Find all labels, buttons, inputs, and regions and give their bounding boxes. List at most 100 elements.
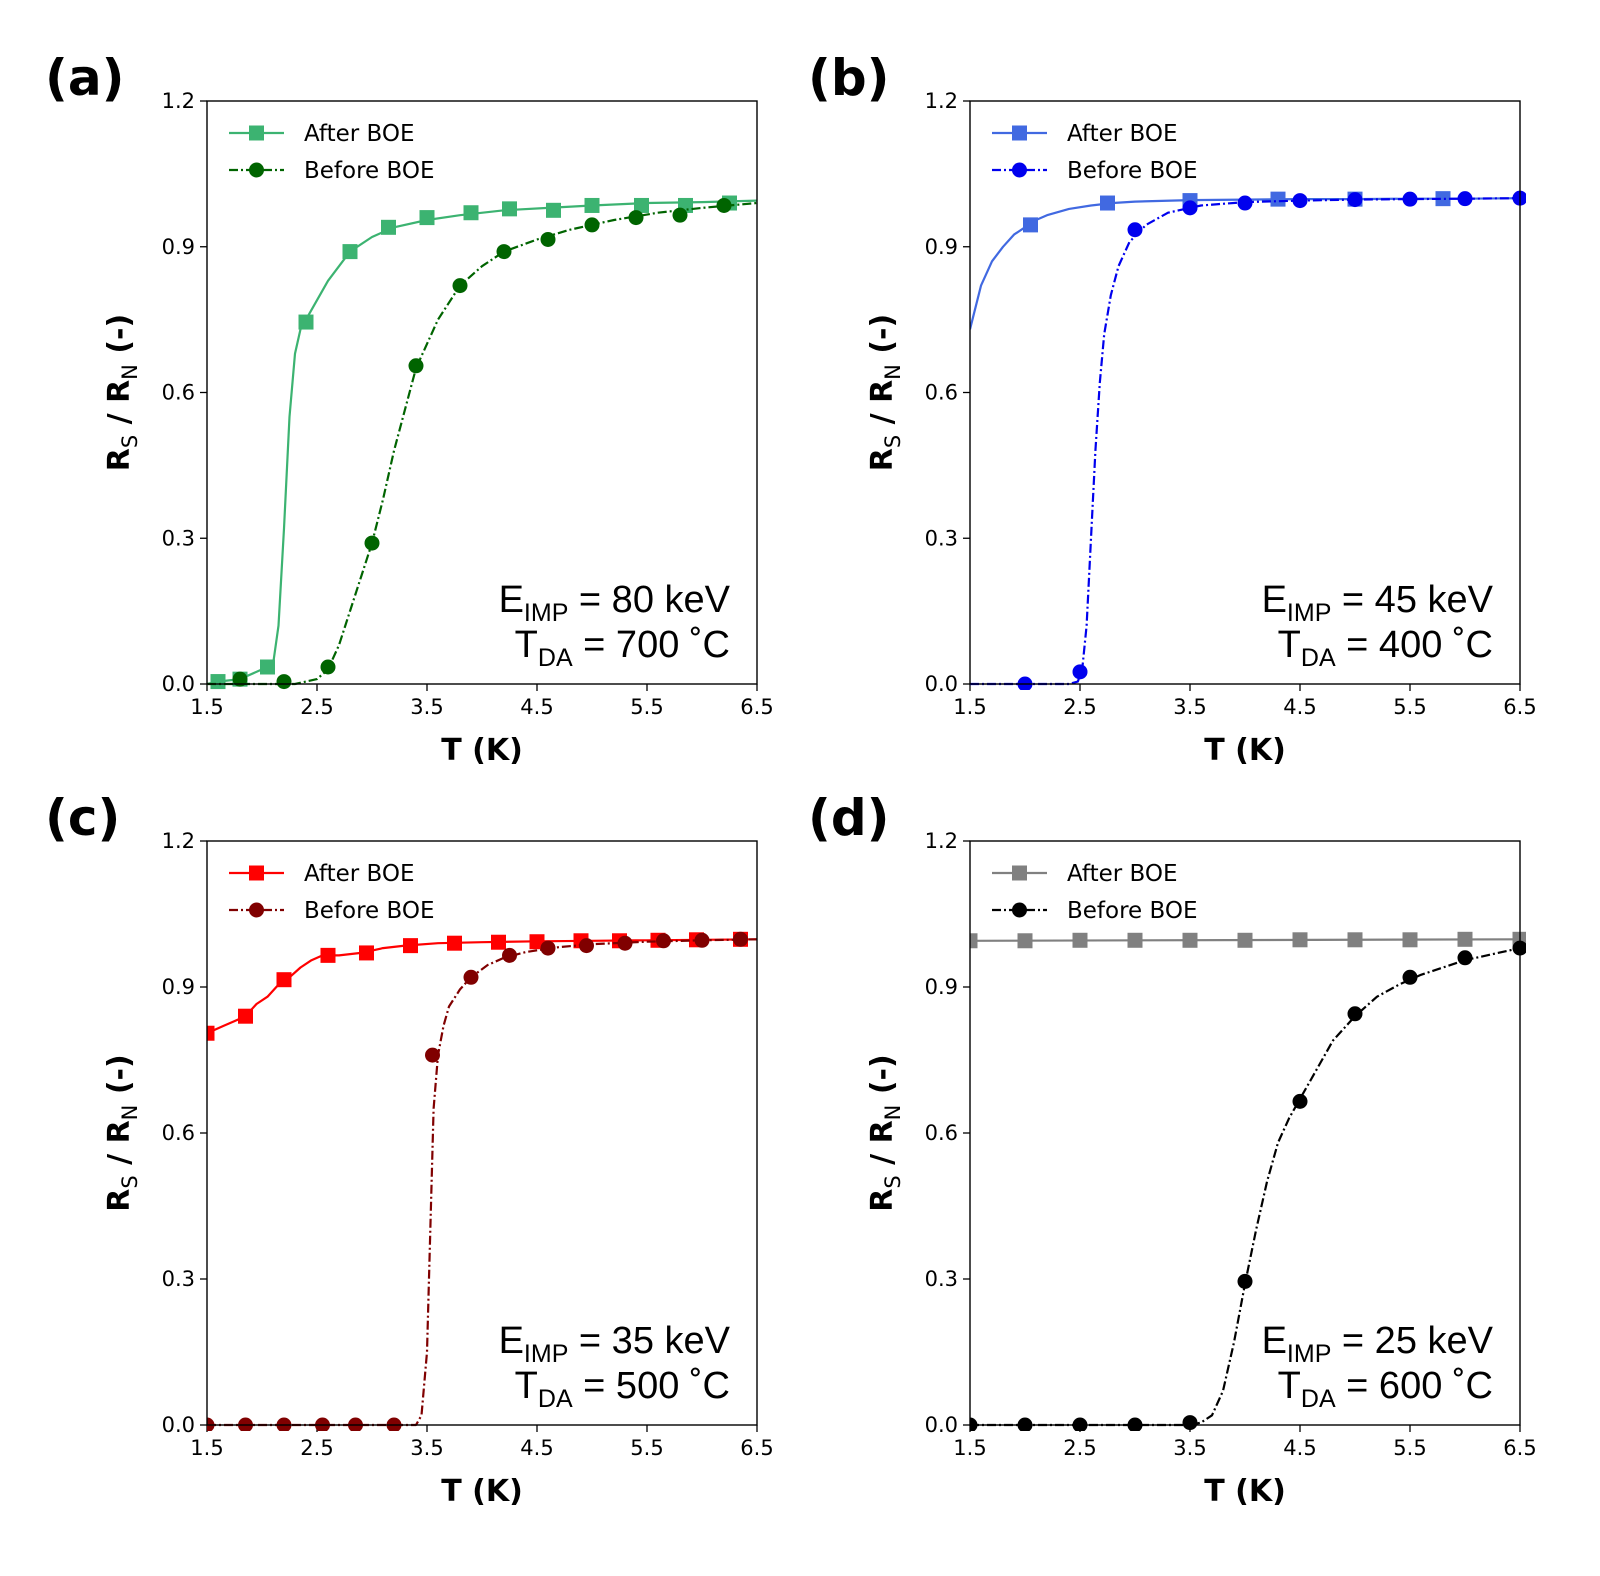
data-point-circle xyxy=(348,1417,363,1431)
annotation-main: T xyxy=(1278,624,1301,666)
x-tick-label: 5.5 xyxy=(630,1436,663,1460)
chart-panel-d: (d) 1.5 2.5 3.5 4.5 5.5 6.5 0.0 0.3 0.6 0.9 1.2 T (K… xyxy=(808,789,1537,1509)
y-tick-label: 0.9 xyxy=(925,975,958,999)
plot-area xyxy=(207,195,758,690)
data-point-circle xyxy=(425,1047,440,1063)
x-tick-label: 4.5 xyxy=(1283,695,1316,719)
y-axis-label-part: R xyxy=(865,1189,900,1212)
data-point-circle xyxy=(408,358,424,374)
x-tick-label: 2.5 xyxy=(300,695,333,719)
data-point-circle xyxy=(315,1417,330,1431)
data-point-circle xyxy=(1402,969,1418,985)
x-tick-label: 6.5 xyxy=(740,695,773,719)
data-point-square xyxy=(491,934,506,950)
data-point-square xyxy=(1100,195,1115,211)
y-axis-label-part: / xyxy=(102,403,137,435)
legend-marker-circle xyxy=(249,902,264,918)
y-axis-label-part: R xyxy=(102,380,137,403)
legend-label: After BOE xyxy=(304,861,415,887)
data-point-circle xyxy=(1402,191,1418,207)
data-point-circle xyxy=(584,217,600,233)
legend-label: Before BOE xyxy=(1067,898,1198,924)
data-point-square xyxy=(1457,931,1473,947)
y-axis-label-part: R xyxy=(865,1120,900,1143)
x-tick-label: 1.5 xyxy=(190,1436,223,1460)
legend-marker-circle xyxy=(249,162,264,178)
data-point-circle xyxy=(1237,195,1253,211)
x-tick-label: 3.5 xyxy=(410,1436,443,1460)
data-point-circle xyxy=(579,938,594,954)
annotation-rest: = 35 keV xyxy=(568,1320,730,1362)
legend-label: After BOE xyxy=(1067,121,1178,147)
annotation-sub: DA xyxy=(538,1385,573,1413)
data-point-square xyxy=(1072,932,1088,948)
data-point-circle xyxy=(463,969,479,985)
data-point-circle xyxy=(1347,192,1363,208)
y-tick-label: 0.0 xyxy=(925,1413,958,1437)
annotation-temperature: TDA = 700 ˚C xyxy=(515,624,730,672)
data-point-square xyxy=(1237,932,1253,948)
data-point-circle xyxy=(733,931,748,947)
data-point-circle xyxy=(496,244,512,260)
axes-frame xyxy=(969,840,1521,1426)
data-point-circle xyxy=(386,1417,402,1431)
y-axis-label-part: / xyxy=(865,1143,900,1175)
data-point-square xyxy=(1347,932,1363,948)
x-tick-label: 6.5 xyxy=(1503,695,1536,719)
data-point-square xyxy=(381,219,396,235)
y-axis-label-part: R xyxy=(102,448,137,471)
y-axis-label-part: R xyxy=(102,1120,137,1143)
x-tick-label: 3.5 xyxy=(1173,695,1206,719)
data-point-square xyxy=(1402,932,1418,948)
data-point-square xyxy=(584,197,600,213)
data-point-circle xyxy=(1457,191,1473,207)
x-tick-label: 6.5 xyxy=(1503,1436,1536,1460)
x-tick-label: 4.5 xyxy=(520,1436,553,1460)
y-axis-label: RS / RN (-) xyxy=(865,1054,905,1211)
data-point-square xyxy=(210,674,226,690)
data-point-square xyxy=(1270,191,1286,207)
y-axis-label-part: N xyxy=(881,364,905,380)
data-point-circle xyxy=(1237,1273,1253,1289)
annotation-sub: DA xyxy=(1301,1385,1336,1413)
x-tick-label: 5.5 xyxy=(1393,1436,1426,1460)
plot-area xyxy=(970,931,1526,1431)
x-axis-label: T (K) xyxy=(1204,1474,1286,1509)
annotation-sub: DA xyxy=(538,644,573,672)
annotation-energy: EIMP = 45 keV xyxy=(1262,579,1494,627)
annotation-temperature: TDA = 400 ˚C xyxy=(1278,624,1493,672)
y-tick-label: 0.3 xyxy=(925,1267,958,1291)
data-point-circle xyxy=(628,210,644,226)
data-point-square xyxy=(207,1025,215,1041)
y-tick-label: 0.9 xyxy=(925,235,958,259)
data-point-circle xyxy=(1457,950,1473,966)
data-point-circle xyxy=(1512,190,1526,206)
data-point-circle xyxy=(617,935,633,951)
y-tick-label: 0.3 xyxy=(162,1267,195,1291)
y-tick-label: 0.0 xyxy=(162,1413,195,1437)
data-point-square xyxy=(298,314,314,330)
x-axis-label: T (K) xyxy=(441,1474,523,1509)
data-point-circle xyxy=(1127,1417,1143,1431)
legend-marker-square xyxy=(1012,125,1027,141)
data-point-circle xyxy=(1072,1417,1088,1431)
annotation-sub: IMP xyxy=(1287,1340,1331,1368)
data-point-square xyxy=(342,244,358,260)
legend-label: After BOE xyxy=(1067,861,1178,887)
data-point-circle xyxy=(207,1417,215,1431)
x-tick-label: 5.5 xyxy=(1393,695,1426,719)
data-point-circle xyxy=(276,1417,292,1431)
legend-marker-square xyxy=(249,125,264,141)
annotation-sub: IMP xyxy=(524,599,568,627)
data-point-circle xyxy=(672,207,688,223)
axes-frame xyxy=(206,100,758,685)
x-tick-label: 2.5 xyxy=(1063,1436,1096,1460)
data-point-square xyxy=(419,210,435,226)
x-tick-label: 2.5 xyxy=(300,1436,333,1460)
data-point-square xyxy=(1435,191,1451,207)
y-tick-label: 0.9 xyxy=(162,235,195,259)
plot-area xyxy=(970,190,1526,690)
data-point-circle xyxy=(452,278,468,294)
data-point-circle xyxy=(1182,200,1198,216)
annotation-rest: = 700 ˚C xyxy=(573,624,730,666)
